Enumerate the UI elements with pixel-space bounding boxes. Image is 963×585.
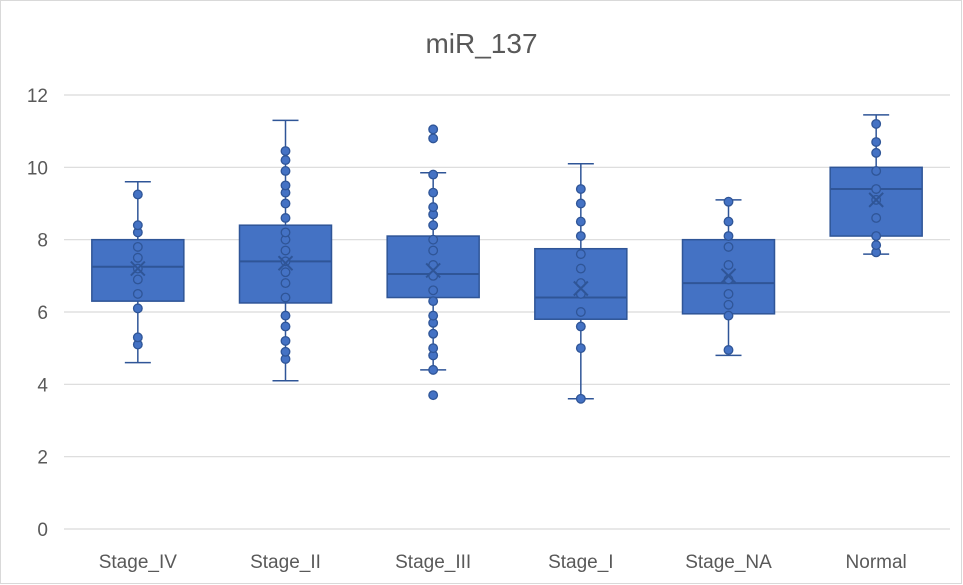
data-point bbox=[132, 220, 143, 231]
y-tick-label: 0 bbox=[37, 520, 48, 541]
data-point bbox=[428, 245, 439, 256]
x-tick-label: Stage_IV bbox=[99, 552, 177, 573]
data-point bbox=[280, 213, 291, 223]
data-point bbox=[575, 184, 586, 194]
data-point bbox=[871, 231, 882, 242]
boxes bbox=[91, 114, 923, 404]
data-point bbox=[428, 328, 439, 339]
data-point bbox=[723, 288, 734, 299]
data-point bbox=[723, 310, 734, 321]
data-point bbox=[871, 213, 882, 223]
mean-marker bbox=[130, 260, 146, 277]
data-point bbox=[428, 133, 439, 144]
data-point bbox=[280, 278, 291, 289]
data-point bbox=[723, 196, 734, 207]
x-axis-tick-labels: Stage_IV Stage_II Stage_III Stage_I Stage_NA… bbox=[99, 552, 907, 573]
y-tick-label: 12 bbox=[27, 86, 48, 107]
data-point bbox=[871, 184, 882, 194]
x-tick-label: Stage_I bbox=[548, 552, 614, 573]
data-point bbox=[132, 189, 143, 200]
box-group-2 bbox=[386, 124, 480, 401]
mean-marker bbox=[573, 280, 589, 297]
data-point bbox=[280, 321, 291, 332]
data-point bbox=[280, 346, 291, 357]
data-point bbox=[132, 274, 143, 285]
data-point bbox=[280, 180, 291, 191]
data-point bbox=[723, 231, 734, 242]
data-point bbox=[428, 220, 439, 231]
box-group-5 bbox=[829, 114, 923, 258]
data-point bbox=[575, 231, 586, 242]
y-tick-label: 10 bbox=[27, 158, 48, 179]
data-point bbox=[428, 296, 439, 307]
x-tick-label: Stage_NA bbox=[685, 552, 772, 573]
chart-title: miR_137 bbox=[425, 28, 538, 59]
data-point bbox=[132, 332, 143, 343]
y-tick-label: 4 bbox=[37, 375, 48, 396]
data-point bbox=[280, 245, 291, 256]
y-tick-label: 2 bbox=[37, 448, 48, 469]
data-point bbox=[871, 118, 882, 129]
mean-marker bbox=[868, 192, 884, 208]
data-point bbox=[280, 256, 291, 267]
data-point bbox=[575, 393, 586, 404]
data-point bbox=[723, 260, 734, 270]
data-point bbox=[280, 267, 291, 278]
data-point bbox=[575, 216, 586, 227]
data-point bbox=[428, 234, 439, 245]
mean-marker bbox=[277, 255, 294, 271]
data-point bbox=[280, 227, 291, 238]
y-tick-label: 8 bbox=[37, 231, 48, 252]
x-tick-label: Stage_II bbox=[250, 552, 321, 573]
data-point bbox=[575, 343, 586, 354]
box-group-1 bbox=[238, 119, 333, 382]
box-group-0 bbox=[91, 181, 185, 364]
data-point bbox=[428, 202, 439, 213]
data-point bbox=[132, 241, 143, 252]
data-point bbox=[723, 299, 734, 310]
data-point bbox=[132, 303, 143, 314]
data-point bbox=[428, 364, 439, 375]
data-point bbox=[132, 288, 143, 299]
data-point bbox=[428, 310, 439, 321]
y-tick-label: 6 bbox=[37, 303, 48, 324]
data-point bbox=[280, 146, 291, 157]
data-point bbox=[428, 169, 439, 180]
data-point bbox=[280, 310, 291, 321]
data-point bbox=[132, 252, 143, 263]
box-group-3 bbox=[534, 162, 628, 404]
mean-marker bbox=[425, 262, 441, 279]
data-point bbox=[871, 137, 882, 147]
x-tick-label: Stage_III bbox=[395, 552, 471, 573]
data-point bbox=[280, 155, 291, 166]
data-point bbox=[428, 343, 439, 354]
data-point bbox=[575, 307, 586, 317]
data-point bbox=[280, 198, 291, 209]
box-group-4 bbox=[681, 196, 776, 357]
data-point bbox=[575, 198, 586, 209]
grid-lines bbox=[64, 94, 950, 530]
data-point bbox=[871, 165, 882, 176]
data-point bbox=[280, 165, 291, 176]
data-point bbox=[871, 147, 882, 158]
data-point bbox=[575, 321, 586, 332]
x-tick-label: Normal bbox=[846, 552, 907, 573]
data-point bbox=[428, 285, 439, 296]
data-point bbox=[428, 187, 439, 198]
data-point bbox=[723, 241, 734, 252]
data-point bbox=[723, 345, 734, 355]
data-point bbox=[428, 124, 439, 135]
data-point bbox=[280, 292, 291, 303]
data-point bbox=[280, 335, 291, 346]
data-point bbox=[723, 216, 734, 227]
mean-marker bbox=[720, 268, 737, 284]
data-point bbox=[428, 390, 439, 401]
y-axis-tick-labels: 0 2 4 6 8 10 12 bbox=[27, 86, 49, 541]
data-point bbox=[575, 263, 586, 274]
data-point bbox=[575, 249, 586, 260]
data-point bbox=[871, 240, 882, 251]
